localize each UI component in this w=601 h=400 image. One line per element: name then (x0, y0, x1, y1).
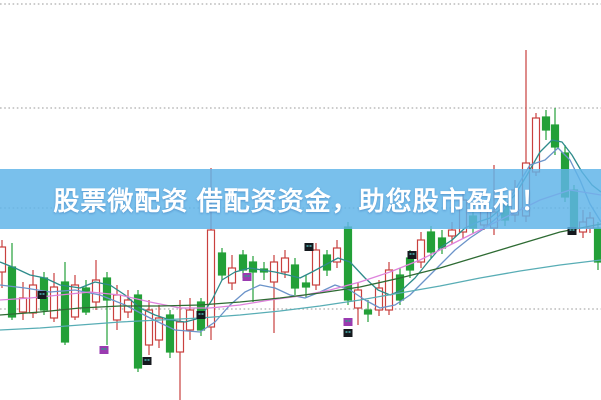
promo-banner: 股票微配资 借配资资金，助您股市盈利！ (0, 169, 601, 229)
promo-banner-text: 股票微配资 借配资资金，助您股市盈利！ (53, 185, 548, 216)
